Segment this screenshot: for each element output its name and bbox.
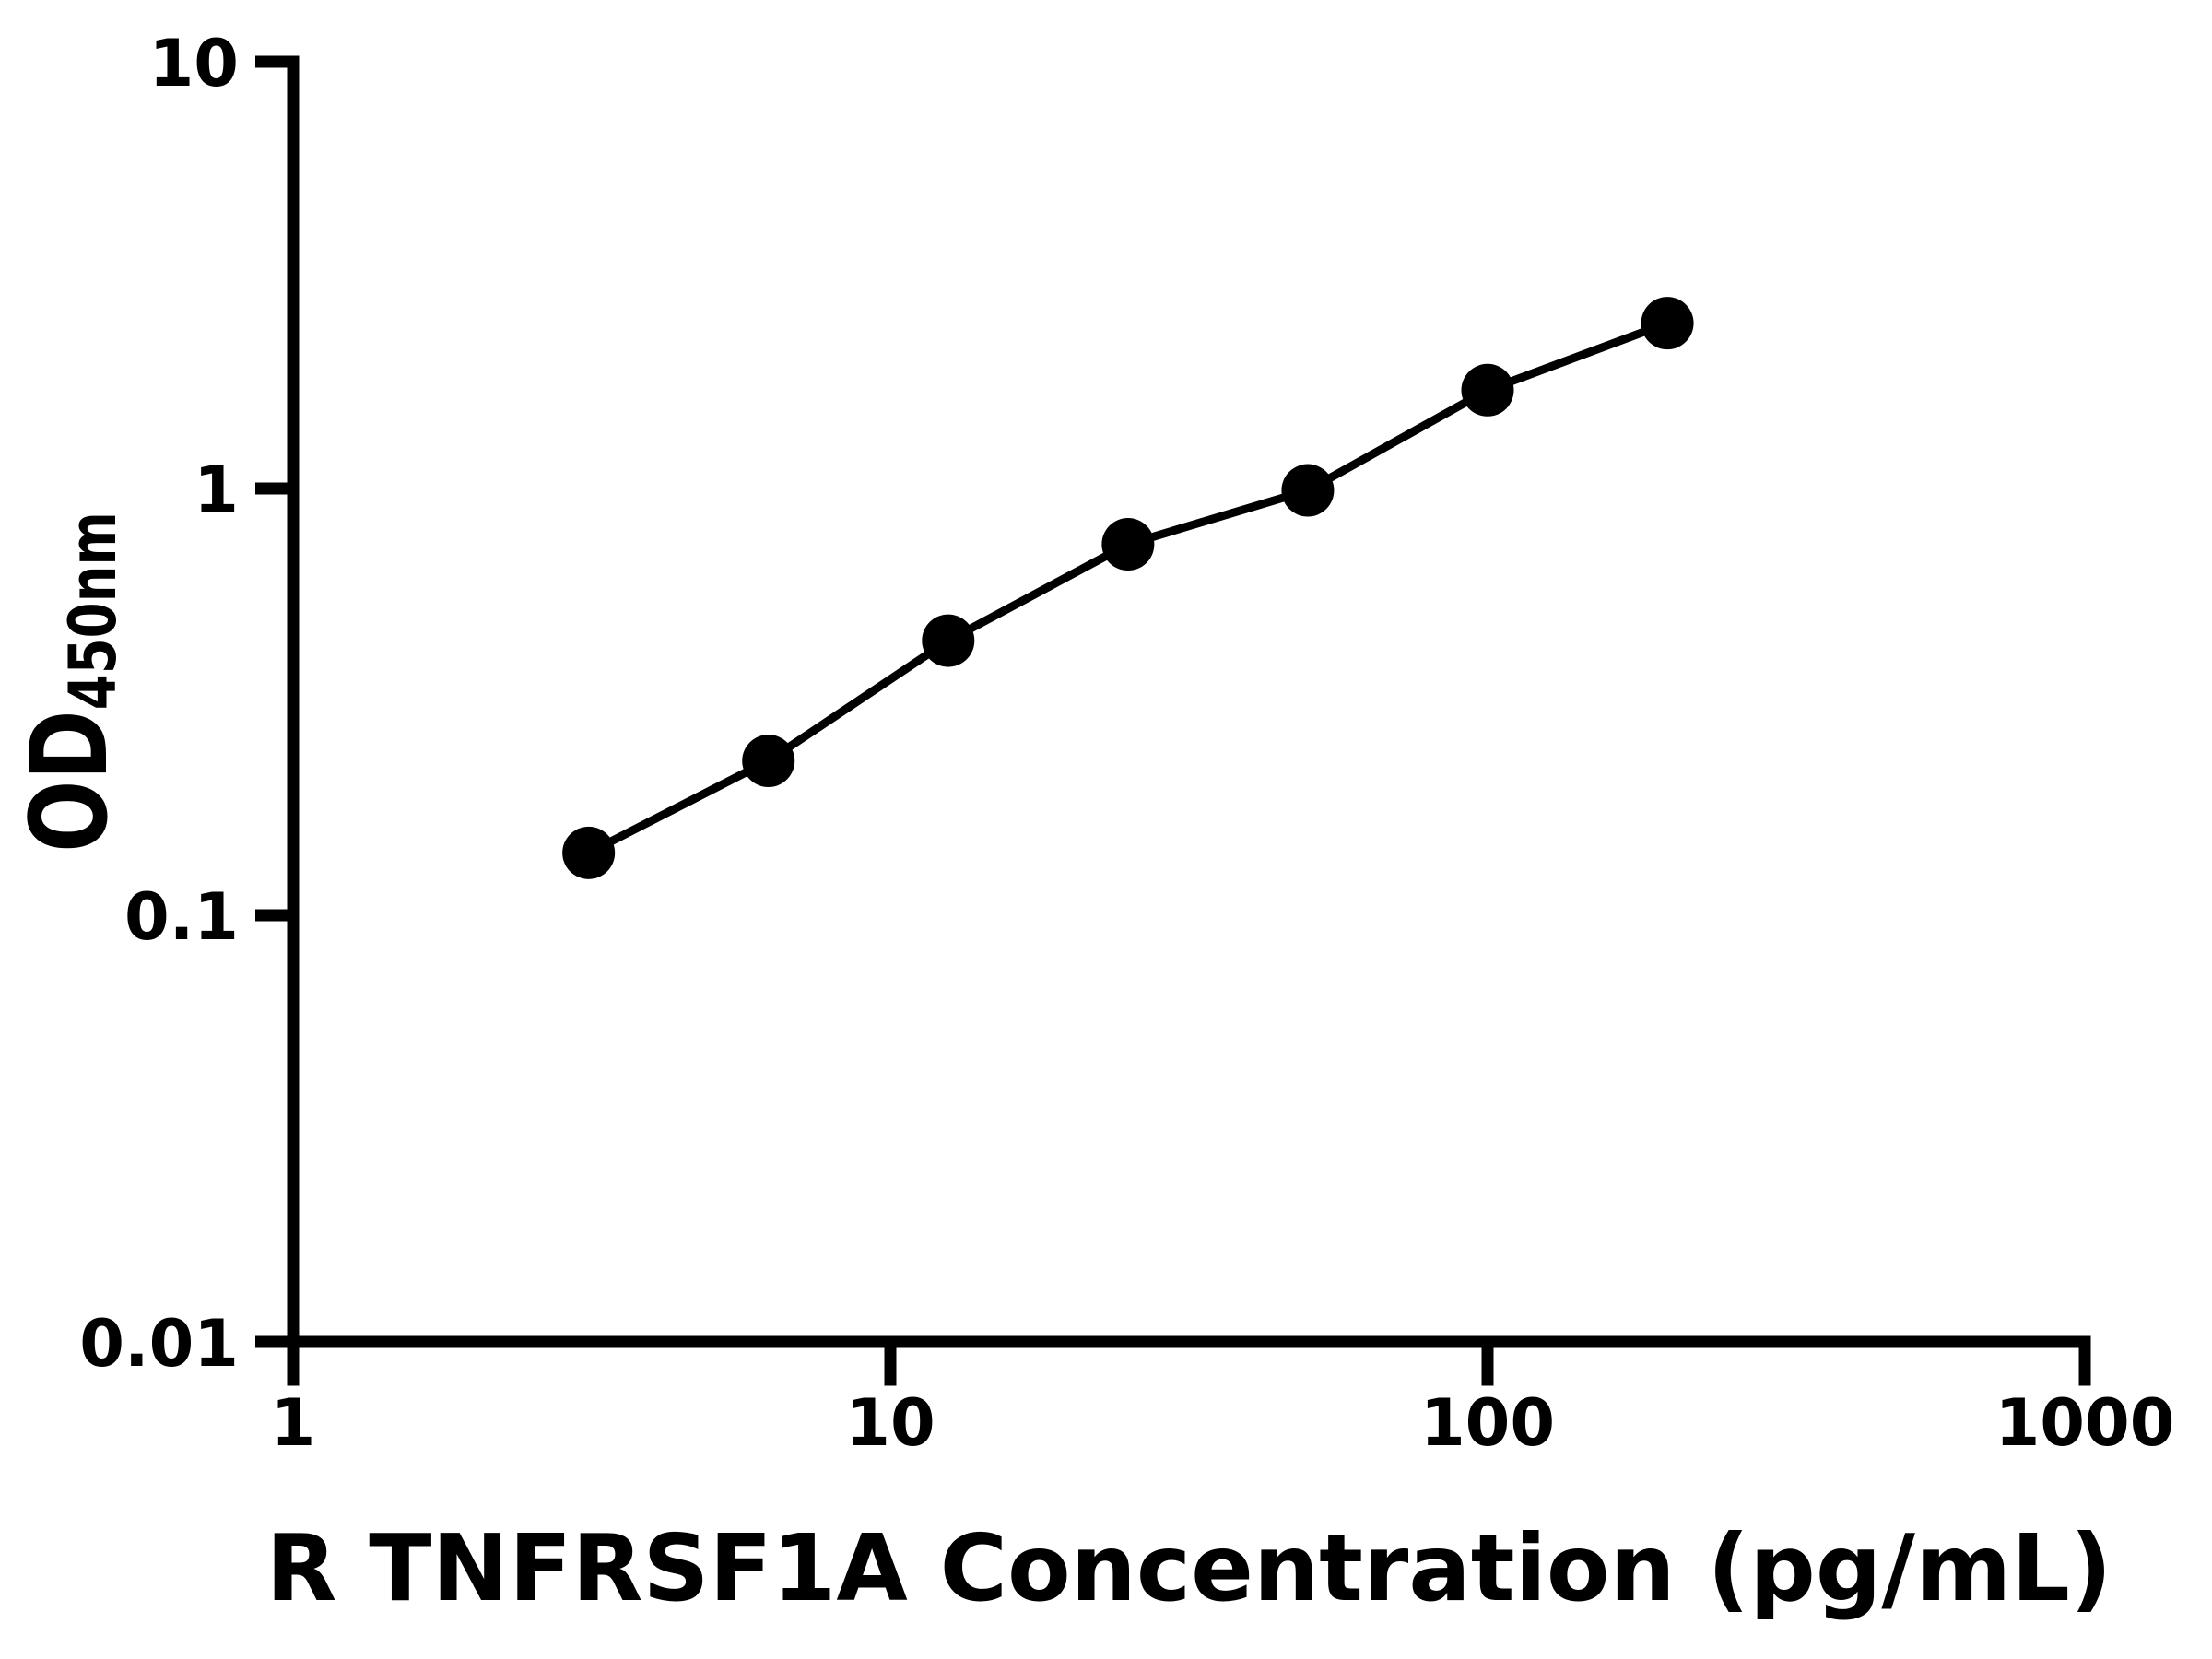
x-tick-label: 100 [1420, 1385, 1555, 1461]
data-point-marker [922, 614, 975, 667]
data-point-marker [742, 735, 795, 788]
data-point-marker [1101, 518, 1155, 571]
y-tick-label: 0.1 [124, 879, 239, 955]
y-tick-label: 0.01 [79, 1306, 239, 1382]
tick-marks [255, 55, 2091, 1386]
data-point-marker [562, 826, 616, 879]
y-axis-title: OD450nm [7, 512, 132, 853]
y-tick-labels: 10 1 0.1 0.01 [79, 26, 239, 1382]
y-tick-label: 1 [194, 453, 239, 528]
x-tick-label: 10 [845, 1385, 935, 1461]
x-tick-label: 1000 [1995, 1385, 2175, 1461]
x-tick-labels: 1 10 100 1000 [271, 1385, 2175, 1461]
y-axis-title-group: OD450nm [7, 512, 132, 853]
data-point-marker [1461, 363, 1514, 417]
data-point-marker [1641, 297, 1694, 350]
axes [287, 55, 2091, 1348]
x-tick-label: 1 [271, 1385, 316, 1461]
data-point-marker [1281, 464, 1335, 517]
x-axis-title: R TNFRSF1A Concentration (pg/mL) [265, 1514, 2112, 1622]
data-points [562, 297, 1694, 879]
y-tick-label: 10 [149, 26, 239, 101]
